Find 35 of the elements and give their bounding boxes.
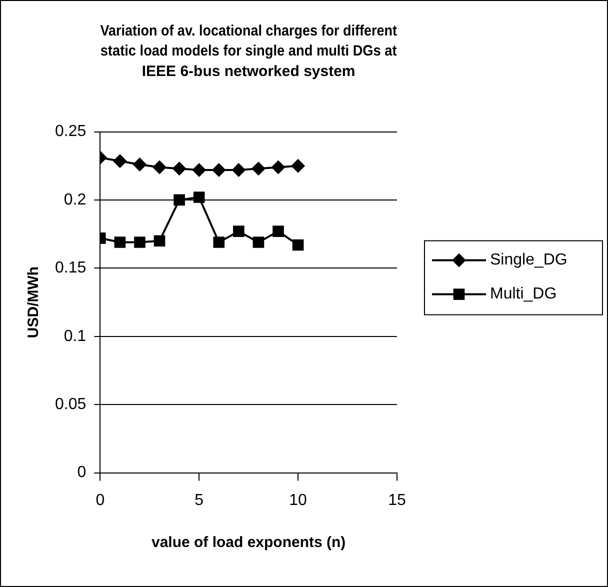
point	[132, 157, 147, 172]
point	[152, 160, 167, 174]
y-axis-title: USD/MWh	[25, 266, 42, 338]
point	[193, 192, 205, 203]
y-tick-label: 0	[77, 464, 86, 482]
point	[212, 162, 226, 177]
x-axis-title: value of load exponents (n)	[151, 534, 346, 552]
point	[271, 160, 286, 174]
point	[174, 194, 185, 206]
point	[154, 235, 166, 247]
point	[112, 154, 127, 168]
legend-label: Multi_DG	[490, 286, 557, 303]
point	[114, 236, 126, 248]
y-tick-label: 0.1	[64, 328, 86, 345]
point	[213, 236, 225, 248]
y-tick-label: 0.15	[55, 260, 86, 277]
x-tick-label: 0	[96, 492, 105, 509]
point	[192, 162, 206, 177]
point	[233, 226, 244, 237]
point	[251, 162, 266, 176]
point	[134, 236, 146, 248]
point	[292, 239, 304, 251]
y-tick-label: 0.05	[55, 396, 86, 413]
y-tick-label: 0.2	[64, 191, 86, 208]
point	[172, 162, 186, 176]
point	[291, 158, 306, 173]
point	[232, 162, 246, 177]
point	[252, 236, 264, 248]
chart-title: Variation of av. locational charges for different static load models for single and multi DGs at IEEE 6-bus networked system	[100, 22, 398, 80]
x-tick-label: 15	[388, 492, 406, 509]
point	[272, 226, 284, 237]
x-tick-label: 5	[194, 492, 204, 509]
y-tick-label: 0.25	[55, 123, 86, 140]
x-tick-label: 10	[289, 492, 308, 509]
legend-label: Single_DG	[490, 252, 568, 269]
